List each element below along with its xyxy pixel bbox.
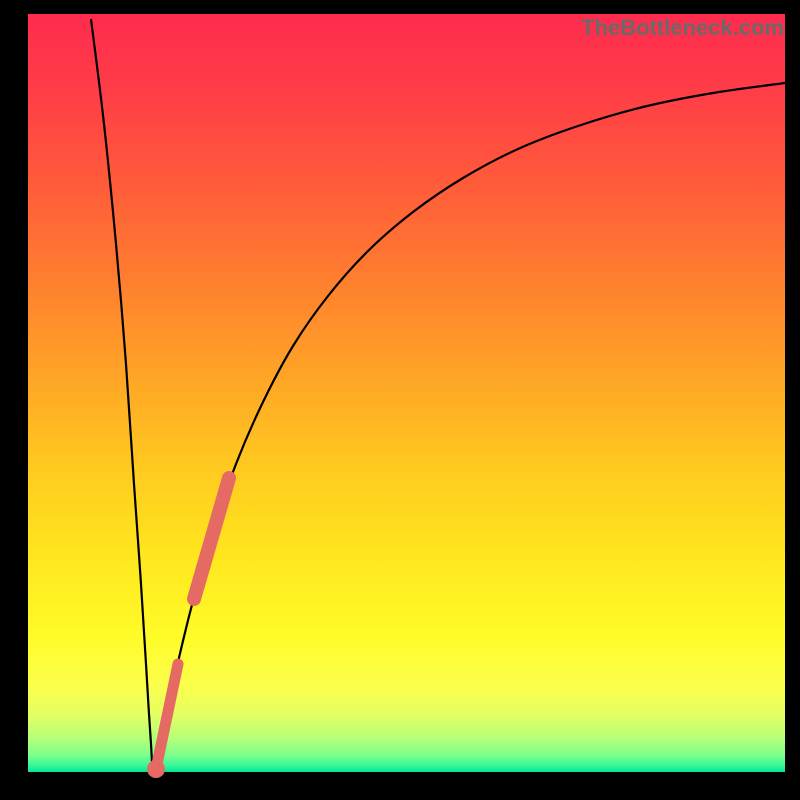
chart-container: TheBottleneck.com	[0, 0, 800, 800]
watermark-text: TheBottleneck.com	[581, 15, 784, 41]
accent-segment	[194, 478, 229, 599]
accent-dot	[147, 760, 165, 778]
chart-svg-layer	[0, 0, 800, 800]
accent-tail	[156, 664, 178, 769]
curve-right	[153, 83, 785, 771]
curve-left	[91, 19, 153, 771]
